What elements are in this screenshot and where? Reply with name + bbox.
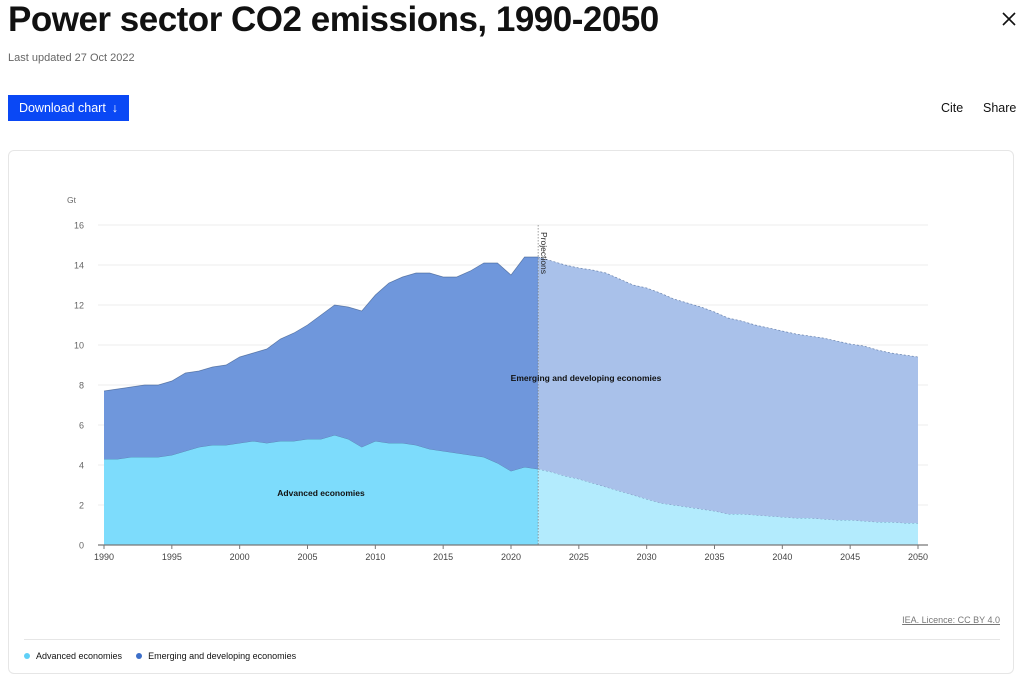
x-tick-label: 2035	[704, 552, 724, 562]
y-tick-label: 4	[79, 461, 84, 471]
download-label: Download chart	[18, 101, 106, 115]
projection-label: Projections	[539, 232, 549, 274]
x-tick-label: 2030	[637, 552, 657, 562]
y-tick-label: 14	[74, 261, 84, 271]
y-tick-label: 16	[74, 221, 84, 231]
x-tick-label: 2050	[908, 552, 928, 562]
emerging-area-label: Emerging and developing economies	[511, 373, 662, 383]
x-tick-label: 2020	[501, 552, 521, 562]
y-tick-label: 2	[79, 501, 84, 511]
emerging-area	[104, 257, 539, 471]
divider	[24, 639, 1000, 640]
x-tick-label: 1990	[94, 552, 114, 562]
x-tick-label: 1995	[162, 552, 182, 562]
emerging-area-line	[103, 256, 539, 392]
legend-label: Emerging and developing economies	[148, 651, 297, 661]
emerging-projection-area-line	[538, 256, 919, 358]
y-axis-label: Gt	[67, 195, 77, 205]
y-tick-label: 10	[74, 341, 84, 351]
advanced-area	[104, 435, 539, 545]
x-tick-label: 2005	[297, 552, 317, 562]
x-tick-label: 2015	[433, 552, 453, 562]
y-tick-label: 12	[74, 301, 84, 311]
legend-item-emerging[interactable]: Emerging and developing economies	[136, 651, 296, 661]
share-link[interactable]: Share	[983, 101, 1017, 115]
last-updated: Last updated 27 Oct 2022	[8, 52, 135, 64]
arrow-down-icon: ↓	[111, 101, 119, 115]
x-tick-label: 2000	[230, 552, 250, 562]
chart-card	[8, 150, 1014, 674]
legend: Advanced economies Emerging and developi…	[24, 651, 296, 661]
page-title: Power sector CO2 emissions, 1990-2050	[8, 0, 659, 39]
y-tick-label: 0	[79, 541, 84, 551]
y-tick-label: 6	[79, 421, 84, 431]
legend-label: Advanced economies	[36, 651, 123, 661]
x-tick-label: 2010	[365, 552, 385, 562]
x-tick-label: 2025	[569, 552, 589, 562]
close-icon[interactable]	[998, 8, 1020, 30]
advanced-projection-area	[538, 469, 918, 545]
emerging-projection-area	[538, 257, 918, 523]
x-tick-label: 2040	[772, 552, 792, 562]
legend-swatch-icon	[24, 653, 30, 659]
legend-item-advanced[interactable]: Advanced economies	[24, 651, 122, 661]
advanced-area-label: Advanced economies	[277, 488, 365, 498]
download-chart-button[interactable]: Download chart ↓	[8, 95, 129, 121]
x-tick-label: 2045	[840, 552, 860, 562]
licence-link[interactable]: IEA. Licence: CC BY 4.0	[902, 615, 1000, 625]
cite-link[interactable]: Cite	[941, 101, 964, 115]
y-tick-label: 8	[79, 381, 84, 391]
legend-swatch-icon	[136, 653, 143, 659]
